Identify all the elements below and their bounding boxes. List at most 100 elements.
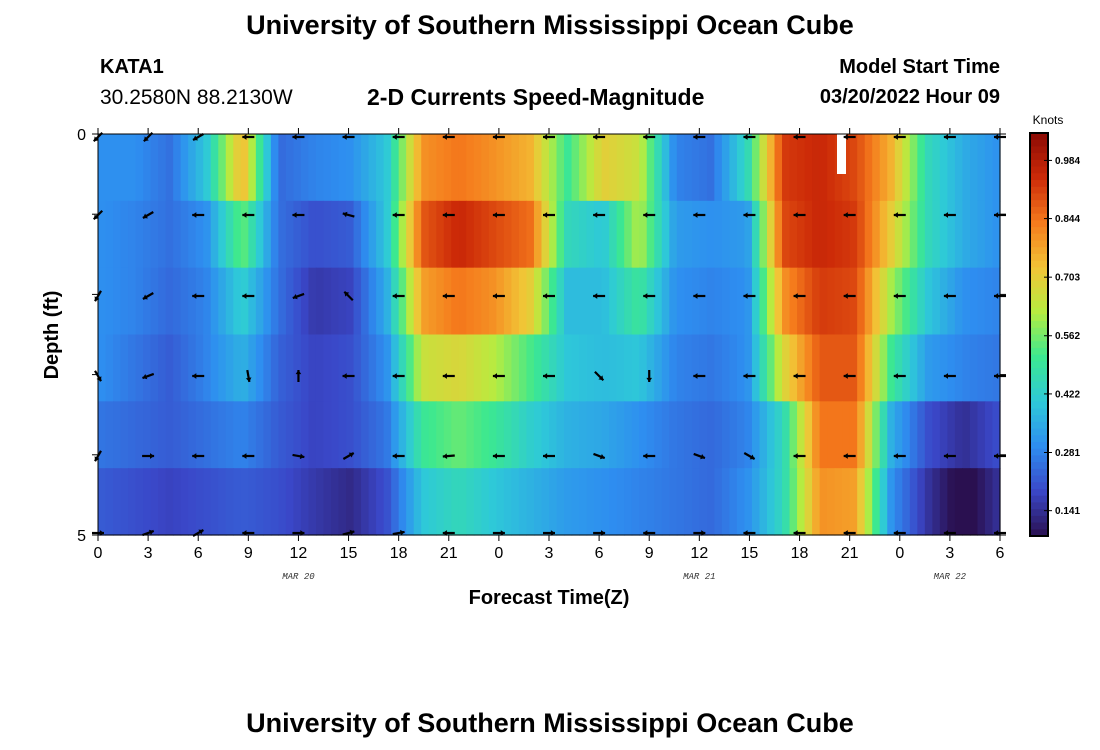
heatmap-cell <box>729 401 738 469</box>
heatmap-cell <box>676 468 685 536</box>
current-arrow <box>594 370 605 382</box>
colorbar-segment <box>1030 153 1048 161</box>
heatmap-cell <box>361 267 370 336</box>
heatmap-cell <box>466 267 475 336</box>
heatmap-cell <box>872 401 881 469</box>
heatmap-cell <box>376 200 385 269</box>
heatmap-cell <box>503 401 513 469</box>
heatmap-cell <box>691 468 700 536</box>
current-arrow <box>793 134 806 140</box>
colorbar-tick-label: 0.844 <box>1055 214 1080 225</box>
heatmap-cell <box>496 267 505 336</box>
heatmap-cell <box>984 267 994 336</box>
heatmap-cell <box>579 267 588 336</box>
heatmap-cell <box>496 468 505 536</box>
heatmap-cell <box>676 200 685 269</box>
colorbar-segment <box>1030 347 1048 356</box>
heatmap-cell <box>571 334 580 402</box>
colorbar-segment <box>1030 388 1048 396</box>
heatmap-cell <box>398 468 407 536</box>
heatmap-cell <box>210 200 219 269</box>
heatmap-cell <box>849 401 858 469</box>
heatmap-cell <box>939 334 948 402</box>
heatmap-cell <box>398 267 407 336</box>
current-arrow <box>643 134 656 140</box>
current-arrow <box>392 529 405 536</box>
heatmap-cell <box>797 134 806 202</box>
heatmap-cell <box>714 200 723 269</box>
heatmap-cell <box>819 200 828 269</box>
heatmap-cell <box>98 334 107 402</box>
heatmap-cell <box>909 468 918 536</box>
heatmap-cell <box>924 334 933 402</box>
heatmap-cell <box>165 267 174 336</box>
heatmap-cell <box>158 401 167 469</box>
heatmap-cell <box>977 134 986 202</box>
x-tick-label: 12 <box>690 545 708 562</box>
heatmap-cell <box>451 267 460 336</box>
colorbar-segment <box>1030 455 1048 463</box>
heatmap-cell <box>849 468 858 536</box>
heatmap-cell <box>353 468 362 536</box>
heatmap-cell <box>887 267 896 336</box>
heatmap-cell <box>909 267 918 336</box>
heatmap-cell <box>541 401 550 469</box>
heatmap-cell <box>518 134 528 202</box>
heatmap-cell <box>165 134 174 202</box>
heatmap-cell <box>601 468 610 536</box>
heatmap-cell <box>143 200 152 269</box>
heatmap-cell <box>458 134 467 202</box>
heatmap-cell <box>293 334 302 402</box>
heatmap-cell <box>398 401 407 469</box>
heatmap-cell <box>601 401 610 469</box>
heatmap-cell <box>887 401 896 469</box>
colorbar-segment <box>1030 448 1048 456</box>
heatmap-cell <box>797 468 806 536</box>
heatmap-cell <box>278 200 287 269</box>
heatmap-cell <box>406 200 415 269</box>
heatmap-cell <box>308 134 317 202</box>
heatmap-cell <box>240 267 249 336</box>
heatmap-cell <box>616 267 625 336</box>
heatmap-cell <box>203 267 212 336</box>
heatmap-cell <box>188 401 197 469</box>
heatmap-cell <box>346 401 355 469</box>
heatmap-cell <box>361 334 370 402</box>
heatmap-cell <box>248 267 257 336</box>
heatmap-cell <box>729 267 738 336</box>
heatmap-cell <box>721 468 730 536</box>
heatmap-cell <box>338 401 347 469</box>
current-arrow <box>392 134 405 140</box>
heatmap-cell <box>488 468 497 536</box>
station-id: KATA1 <box>100 56 164 78</box>
heatmap-cell <box>541 334 550 402</box>
heatmap-cell <box>706 468 715 536</box>
colorbar-segment <box>1030 394 1048 403</box>
heatmap-cell <box>984 134 994 202</box>
heatmap-cell <box>195 134 204 202</box>
heatmap-cell <box>518 468 528 536</box>
heatmap-cell <box>766 401 776 469</box>
heatmap-cell <box>368 134 377 202</box>
heatmap-cell <box>684 267 693 336</box>
heatmap-cell <box>158 200 167 269</box>
current-arrow <box>693 530 706 536</box>
colorbar-tick-label: 0.281 <box>1055 448 1080 459</box>
heatmap-cell <box>466 200 475 269</box>
colorbar-segment <box>1030 287 1048 295</box>
heatmap-cell <box>631 134 640 202</box>
heatmap-cell <box>751 401 761 469</box>
current-arrow <box>292 292 305 300</box>
heatmap-cell <box>797 267 806 336</box>
heatmap-cell <box>909 200 918 269</box>
x-tick-label: 6 <box>996 545 1005 562</box>
heatmap-cell <box>293 468 302 536</box>
heatmap-cell <box>721 200 730 269</box>
heatmap-cell <box>661 401 670 469</box>
heatmap-cell <box>714 468 723 536</box>
heatmap-cell <box>481 267 490 336</box>
heatmap-cell <box>887 334 896 402</box>
heatmap-cell <box>601 267 610 336</box>
heatmap-cell <box>879 468 888 536</box>
heatmap-cell <box>210 401 219 469</box>
